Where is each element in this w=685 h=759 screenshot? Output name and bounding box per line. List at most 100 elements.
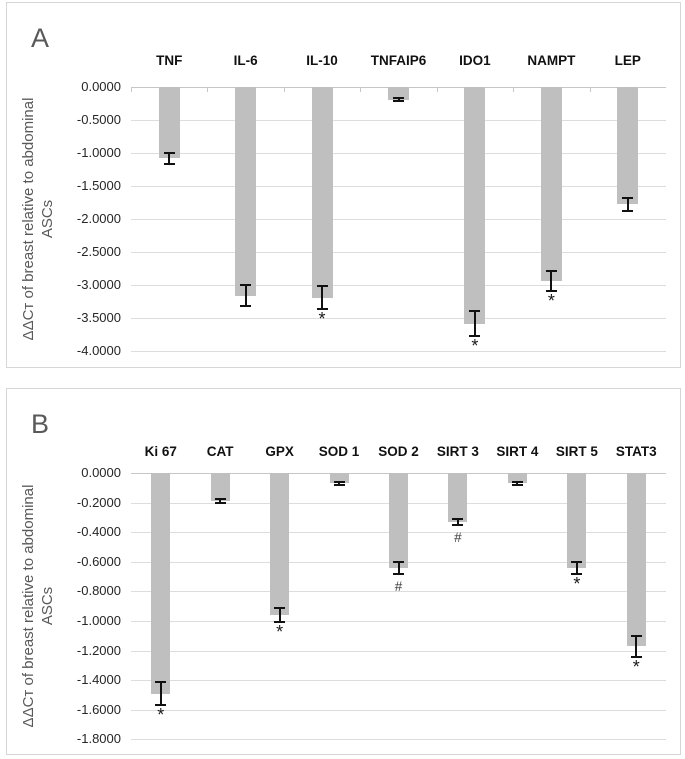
category-label: GPX bbox=[265, 444, 294, 459]
bar bbox=[448, 473, 468, 522]
category-label: Ki 67 bbox=[144, 444, 177, 459]
error-bar-bottom-cap bbox=[545, 289, 557, 292]
y-tick-label: -0.8000 bbox=[76, 583, 121, 599]
y-tick-label: -1.5000 bbox=[76, 178, 121, 193]
error-bar-bottom-cap bbox=[274, 621, 286, 624]
y-tick-label: -3.5000 bbox=[76, 310, 121, 325]
bar bbox=[617, 87, 639, 205]
error-bar-bottom-cap bbox=[622, 210, 634, 213]
error-bar-bottom-cap bbox=[452, 523, 464, 526]
significance-marker: * bbox=[157, 705, 165, 726]
panel-a-label: A bbox=[31, 23, 50, 53]
bar bbox=[235, 87, 257, 296]
error-bar bbox=[635, 635, 638, 657]
category-label: NAMPT bbox=[527, 53, 576, 68]
panel-b-label: B bbox=[31, 409, 50, 439]
bar bbox=[626, 473, 646, 647]
error-bar bbox=[516, 482, 519, 485]
plot-area-a: 0.0000 -0.5000 -1.0000 -1.5000 -2.0000 -2.500… bbox=[7, 3, 680, 367]
y-tick-label: -1.8000 bbox=[76, 731, 121, 747]
significance-marker: * bbox=[547, 290, 555, 311]
error-bar bbox=[168, 153, 171, 164]
error-bar bbox=[397, 561, 400, 574]
error-bar-top-cap bbox=[214, 497, 226, 500]
category-label: SIRT 4 bbox=[496, 444, 539, 459]
y-tick-label: -1.0000 bbox=[76, 613, 121, 628]
y-tick-label: -0.4000 bbox=[76, 524, 121, 540]
panel-a: A ΔΔCᴛ of breast relative to abdominal A… bbox=[6, 2, 681, 368]
gridline bbox=[131, 650, 666, 652]
error-bar-top-cap bbox=[240, 284, 252, 286]
error-bar-top-cap bbox=[571, 560, 583, 563]
gridline bbox=[131, 591, 666, 593]
y-tick-label: -1.0000 bbox=[76, 145, 121, 160]
significance-marker: # bbox=[454, 529, 462, 545]
significance-marker: * bbox=[471, 336, 479, 357]
y-tick-label: -1.2000 bbox=[76, 642, 121, 658]
gridline bbox=[131, 219, 666, 220]
error-bar-top-cap bbox=[163, 152, 175, 154]
significance-marker: # bbox=[394, 578, 403, 594]
bar bbox=[507, 473, 527, 484]
axis-tick bbox=[513, 88, 515, 92]
axis-tick bbox=[436, 88, 438, 92]
error-bar-top-cap bbox=[393, 97, 404, 100]
bar bbox=[311, 87, 333, 298]
gridline bbox=[131, 351, 666, 352]
error-bar-top-cap bbox=[622, 196, 634, 199]
error-bar-bottom-cap bbox=[571, 572, 583, 575]
error-bar-bottom-cap bbox=[155, 704, 167, 707]
bar bbox=[151, 473, 171, 694]
error-bar-bottom-cap bbox=[240, 305, 252, 308]
y-tick-label: -4.0000 bbox=[76, 343, 121, 358]
error-bar bbox=[626, 197, 629, 212]
axis-tick bbox=[589, 88, 591, 92]
gridline bbox=[131, 739, 666, 741]
category-label: SOD 1 bbox=[318, 444, 360, 459]
error-bar bbox=[473, 311, 476, 337]
error-bar bbox=[338, 482, 341, 485]
y-tick-label: -2.0000 bbox=[76, 211, 121, 226]
error-bar-bottom-cap bbox=[393, 572, 404, 575]
gridline bbox=[131, 318, 666, 319]
error-bar bbox=[159, 681, 162, 706]
gridline bbox=[131, 186, 666, 187]
gridline bbox=[131, 709, 666, 711]
error-bar bbox=[550, 271, 553, 291]
significance-marker: * bbox=[573, 573, 581, 594]
error-bar bbox=[456, 518, 459, 525]
category-label: LEP bbox=[614, 53, 641, 68]
error-bar bbox=[219, 498, 222, 504]
error-bar-bottom-cap bbox=[469, 335, 481, 338]
y-tick-label: -0.5000 bbox=[76, 112, 121, 127]
category-label: CAT bbox=[206, 444, 234, 459]
error-bar-top-cap bbox=[316, 285, 328, 288]
y-tick-label: 0.0000 bbox=[81, 79, 121, 94]
error-bar bbox=[278, 607, 281, 623]
significance-marker: * bbox=[632, 656, 640, 677]
bar bbox=[388, 87, 409, 100]
category-label: IL-10 bbox=[306, 53, 338, 68]
error-bar bbox=[244, 285, 247, 307]
category-label: IDO1 bbox=[459, 53, 491, 68]
bar bbox=[329, 473, 349, 484]
error-bar-bottom-cap bbox=[163, 162, 175, 165]
gridline bbox=[131, 120, 666, 121]
axis-tick bbox=[360, 88, 362, 92]
category-label: SIRT 3 bbox=[436, 444, 479, 459]
bar bbox=[389, 473, 408, 568]
gridline bbox=[131, 252, 666, 253]
axis-tick bbox=[131, 88, 132, 92]
y-tick-label: 0.0000 bbox=[81, 465, 121, 480]
category-label: SOD 2 bbox=[378, 444, 419, 459]
error-bar-top-cap bbox=[630, 634, 642, 637]
gridline bbox=[131, 621, 666, 622]
error-bar-top-cap bbox=[155, 680, 167, 683]
category-label: TNF bbox=[156, 53, 183, 68]
error-bar-top-cap bbox=[274, 606, 286, 609]
category-label: TNFAIP6 bbox=[370, 53, 427, 68]
error-bar-top-cap bbox=[333, 481, 345, 484]
panel-b: B ΔΔCᴛ of breast relative to abdominal A… bbox=[6, 388, 681, 755]
plot-area-b: 0.0000 -0.2000 -0.4000 -0.6000 -0.8000 -1.000… bbox=[7, 389, 680, 754]
y-tick-label: -0.2000 bbox=[76, 494, 121, 510]
